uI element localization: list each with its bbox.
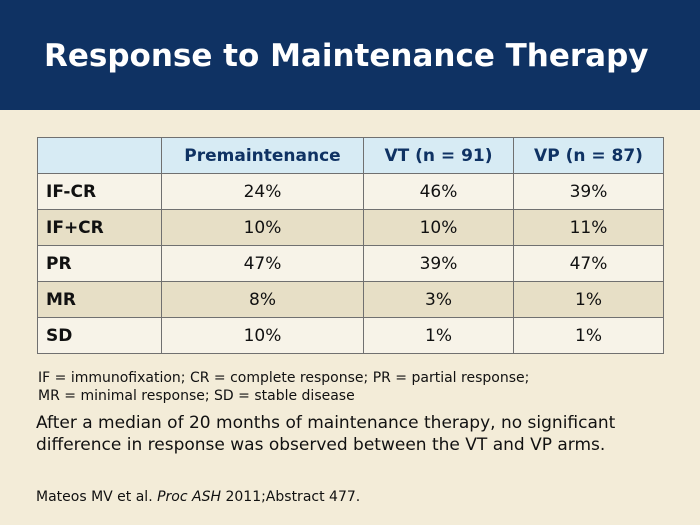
table-row: MR 8% 3% 1%: [37, 281, 664, 318]
table-cell: 47%: [161, 245, 364, 282]
table-cell: 10%: [161, 317, 364, 354]
table-header-vp: VP (n = 87): [513, 137, 664, 174]
citation-authors: Mateos MV et al.: [36, 489, 158, 505]
response-table-container: Premaintenance VT (n = 91) VP (n = 87) I…: [37, 137, 664, 354]
citation: Mateos MV et al. Proc ASH 2011;Abstract …: [36, 489, 360, 505]
table-cell: 1%: [513, 281, 664, 318]
table-cell: 1%: [363, 317, 514, 354]
table-cell: 39%: [363, 245, 514, 282]
table-row: IF-CR 24% 46% 39%: [37, 173, 664, 210]
title-bar: Response to Maintenance Therapy: [0, 0, 700, 110]
table-header-row: Premaintenance VT (n = 91) VP (n = 87): [37, 137, 664, 174]
table-row: SD 10% 1% 1%: [37, 317, 664, 354]
citation-journal: Proc ASH: [157, 489, 222, 505]
table-cell: 24%: [161, 173, 364, 210]
row-label: MR: [37, 281, 162, 318]
table-header-vt: VT (n = 91): [363, 137, 514, 174]
row-label: IF+CR: [37, 209, 162, 246]
abbreviation-footnote: IF = immunofixation; CR = complete respo…: [38, 369, 678, 405]
row-label: IF-CR: [37, 173, 162, 210]
table-cell: 8%: [161, 281, 364, 318]
table-cell: 47%: [513, 245, 664, 282]
slide-title: Response to Maintenance Therapy: [44, 38, 649, 74]
table-cell: 1%: [513, 317, 664, 354]
footnote-line: MR = minimal response; SD = stable disea…: [38, 388, 355, 404]
table-cell: 39%: [513, 173, 664, 210]
summary-note: After a median of 20 months of maintenan…: [36, 413, 616, 455]
citation-rest: 2011;Abstract 477.: [221, 489, 361, 505]
table-cell: 11%: [513, 209, 664, 246]
response-table: Premaintenance VT (n = 91) VP (n = 87) I…: [37, 137, 664, 354]
footnote-line: IF = immunofixation; CR = complete respo…: [38, 370, 530, 386]
table-header-premaintenance: Premaintenance: [161, 137, 364, 174]
table-row: PR 47% 39% 47%: [37, 245, 664, 282]
table-row: IF+CR 10% 10% 11%: [37, 209, 664, 246]
row-label: PR: [37, 245, 162, 282]
table-cell: 10%: [363, 209, 514, 246]
table-cell: 10%: [161, 209, 364, 246]
table-cell: 46%: [363, 173, 514, 210]
table-cell: 3%: [363, 281, 514, 318]
table-header-corner: [37, 137, 162, 174]
row-label: SD: [37, 317, 162, 354]
